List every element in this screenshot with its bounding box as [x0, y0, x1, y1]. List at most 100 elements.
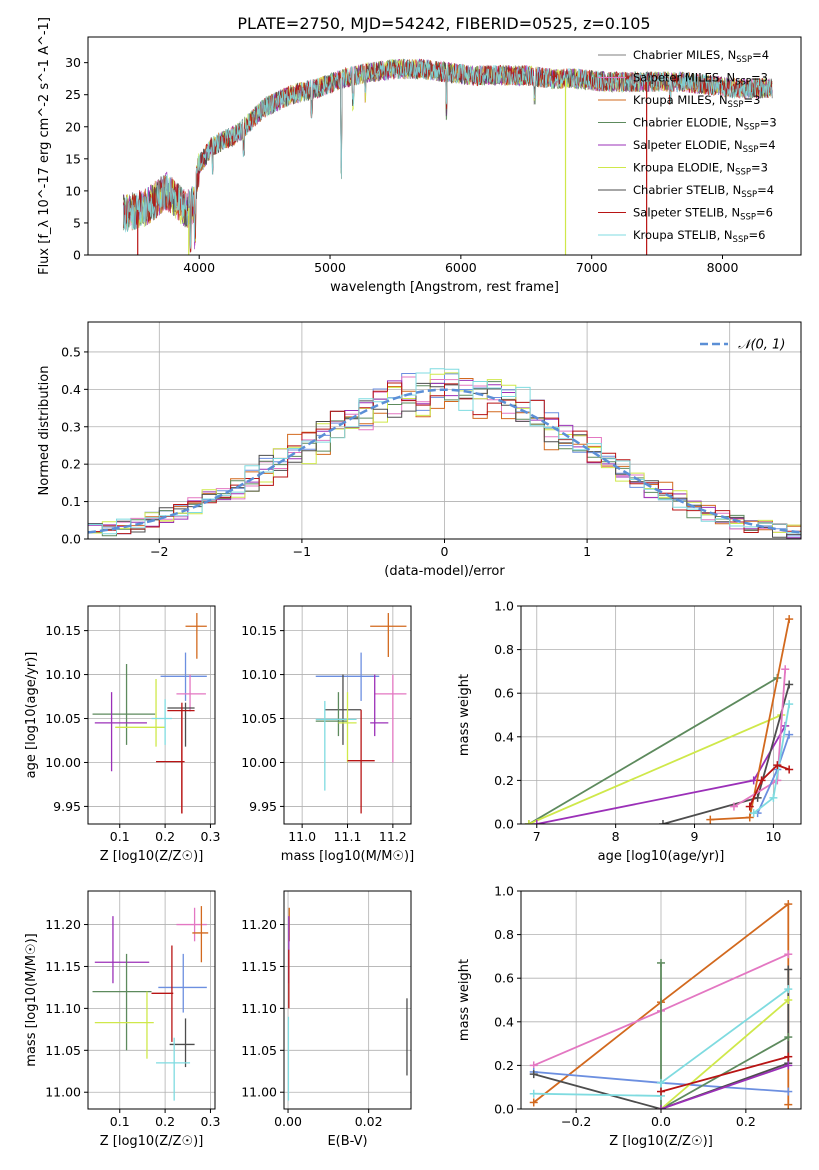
plot-area — [92, 906, 209, 1101]
y-tick-label: 11.20 — [45, 917, 81, 932]
x-tick-label: −2 — [150, 544, 168, 559]
y-axis-label: age [log10(age/yr)] — [24, 652, 39, 779]
legend-label: Salpeter STELIB, NSSP=6 — [633, 206, 773, 223]
y-axis-label: mass weight — [457, 959, 472, 1041]
errorbar-point — [94, 991, 154, 1059]
y-tick-label: 11.05 — [241, 1043, 277, 1058]
y-tick-label: 9.95 — [249, 799, 277, 814]
legend-label: Kroupa ELODIE, NSSP=3 — [633, 161, 768, 178]
errorbar-point — [347, 709, 375, 814]
errorbar-point — [338, 692, 357, 763]
x-tick-label: 0.1 — [110, 829, 130, 844]
legend-eq: =3 — [751, 71, 768, 85]
legend-eq: =4 — [759, 138, 776, 152]
x-tick-label: 11.0 — [288, 829, 316, 844]
errorbar-point — [176, 907, 207, 942]
y-tick-label: 11.15 — [241, 959, 277, 974]
errorbar-point — [167, 702, 195, 814]
x-axis-label: age [log10(age/yr)] — [598, 849, 725, 864]
panel-residuals: −2 −1 0 1 2 0.0 0.1 0.2 0.3 0.4 0.5 (data-model)/er… — [37, 321, 802, 579]
y-tick-label: 1.0 — [494, 599, 514, 614]
weight-line — [710, 618, 791, 821]
x-axis-label: Z [log10(Z/Z☉)] — [609, 1134, 713, 1149]
y-tick-label: 11.00 — [45, 1085, 81, 1100]
y-tick-label: 10.05 — [45, 711, 81, 726]
legend-sub: SSP — [744, 123, 760, 133]
errorbar-point — [156, 709, 185, 814]
legend-sub: SSP — [736, 55, 752, 65]
legend-sub: SSP — [733, 235, 749, 245]
y-tick-label: 0.1 — [61, 494, 81, 509]
plot-area — [524, 615, 794, 824]
x-axis-label: Z [log10(Z/Z☉)] — [100, 849, 204, 864]
legend-eq: =6 — [748, 228, 765, 242]
errorbar-point — [315, 700, 357, 791]
legend-eq: =6 — [756, 206, 773, 220]
plot-area — [122, 58, 773, 255]
y-tick-label: 10.10 — [45, 667, 81, 682]
y-tick-label: 0.0 — [494, 817, 514, 832]
legend-label: Chabrier ELODIE, NSSP=3 — [633, 116, 777, 133]
spectrum-line — [122, 58, 773, 252]
y-tick-label: 11.10 — [241, 1001, 277, 1016]
legend-label: Chabrier MILES, NSSP=4 — [633, 48, 769, 65]
legend-sub: SSP — [743, 145, 759, 155]
legend-eq: =3 — [751, 161, 768, 175]
panel-age-vs-mass: 11.0 11.1 11.2 9.95 10.00 10.05 10.10 10.15 mass… — [241, 605, 414, 864]
y-tick-label: 30 — [65, 55, 81, 70]
panel-mass-vs-Z: 0.1 0.2 0.3 11.00 11.05 11.10 11.15 11.20 Z [log… — [24, 890, 221, 1149]
errorbar-point — [160, 652, 207, 701]
weight-line — [753, 703, 791, 814]
y-tick-label: 0.8 — [494, 927, 514, 942]
errorbar-point — [94, 916, 150, 984]
axes-border — [87, 890, 216, 1110]
weight-line — [528, 677, 778, 824]
errorbar-point — [370, 674, 389, 737]
x-tick-label: 0.3 — [201, 1114, 221, 1129]
axes-frame: 0.1 0.2 0.3 9.95 10.00 10.05 10.10 10.15 Z [log1… — [24, 605, 220, 864]
errorbar-point — [151, 699, 172, 745]
x-tick-label: 8000 — [707, 260, 739, 275]
histogram-step — [88, 372, 801, 534]
x-tick-label: 0.00 — [274, 1114, 302, 1129]
y-tick-label: 0.6 — [494, 686, 514, 701]
errorbar-point — [370, 613, 407, 657]
x-tick-label: 4000 — [183, 260, 215, 275]
y-tick-label: 11.15 — [45, 959, 81, 974]
weight-line — [536, 725, 786, 824]
legend-eq: =3 — [743, 93, 760, 107]
plot-area — [88, 368, 801, 539]
y-tick-label: 10.05 — [241, 711, 277, 726]
legend-eq: =4 — [757, 183, 774, 197]
x-axis-label: (data-model)/error — [384, 564, 505, 579]
figure-title: PLATE=2750, MJD=54242, FIBERID=0525, z=0… — [237, 14, 650, 33]
errorbar-point — [192, 906, 209, 963]
axes-border — [87, 36, 802, 256]
x-tick-label: 0.2 — [155, 1114, 175, 1129]
y-tick-label: 11.20 — [241, 917, 277, 932]
axes-frame: 7 8 9 10 0.0 0.2 0.4 0.6 0.8 1.0 age [log10(age/yr… — [457, 599, 802, 864]
y-axis-label: mass weight — [457, 674, 472, 756]
x-axis-label: Z [log10(Z/Z☉)] — [100, 1134, 204, 1149]
spectrum-line — [122, 58, 773, 249]
axes-frame: 4000 5000 6000 7000 8000 0 5 10 15 20 25 30 waveleng… — [37, 17, 802, 295]
legend-eq: =4 — [752, 48, 769, 62]
y-tick-label: 9.95 — [53, 799, 81, 814]
panel-age-vs-Z: 0.1 0.2 0.3 9.95 10.00 10.05 10.10 10.15 Z [log1… — [24, 605, 220, 864]
weight-line — [660, 1055, 789, 1093]
weight-line — [660, 962, 789, 1109]
y-tick-label: 0.8 — [494, 642, 514, 657]
axes-frame: 0.1 0.2 0.3 11.00 11.05 11.10 11.15 11.20 Z [log… — [24, 890, 221, 1149]
plot-area — [287, 907, 408, 1101]
y-tick-label: 1.0 — [494, 884, 514, 899]
x-tick-label: 9 — [691, 829, 699, 844]
legend-label: Kroupa STELIB, NSSP=6 — [633, 228, 765, 245]
errorbar-point — [156, 1037, 191, 1101]
legend-eq: =3 — [760, 116, 777, 130]
y-tick-label: 10.00 — [45, 755, 81, 770]
legend-sub: SSP — [741, 190, 757, 200]
y-tick-label: 10.10 — [241, 667, 277, 682]
weight-line — [662, 684, 791, 824]
x-tick-label: −0.2 — [561, 1114, 591, 1129]
weight-line — [533, 969, 790, 1109]
